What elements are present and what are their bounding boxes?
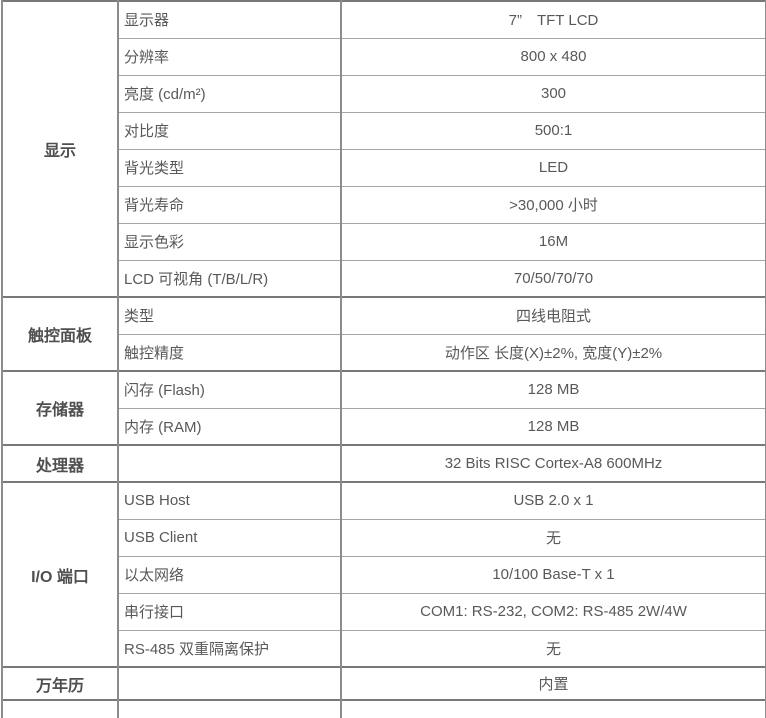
spec-label [117, 666, 342, 700]
category-cell-cutoff [1, 699, 119, 718]
spec-value: 四线电阻式 [340, 296, 766, 334]
spec-label: USB Host [117, 481, 342, 519]
spec-label: 分辨率 [117, 37, 342, 75]
spec-label: 背光寿命 [117, 185, 342, 223]
spec-value: 32 Bits RISC Cortex-A8 600MHz [340, 444, 766, 482]
table-row-cutoff [1, 699, 766, 718]
spec-value: COM1: RS-232, COM2: RS-485 2W/4W [340, 592, 766, 630]
spec-value: 128 MB [340, 407, 766, 445]
spec-value: 300 [340, 74, 766, 112]
spec-value: 70/50/70/70 [340, 259, 766, 297]
category-cell-touch-panel: 触控面板 [1, 296, 119, 371]
table-row: RS-485 双重隔离保护 无 [2, 629, 766, 667]
spec-value [340, 699, 766, 718]
spec-value: USB 2.0 x 1 [340, 481, 766, 519]
table-row: 内存 (RAM) 128 MB [2, 407, 766, 445]
table-row: 存储器 闪存 (Flash) 128 MB [1, 370, 766, 445]
spec-value: 7” TFT LCD [340, 1, 766, 38]
spec-label: 显示色彩 [117, 222, 342, 260]
table-row: 亮度 (cd/m²) 300 [2, 74, 766, 112]
spec-value: 动作区 长度(X)±2%, 宽度(Y)±2% [340, 333, 766, 371]
table-row: 万年历 内置 [1, 666, 766, 700]
table-row: 背光寿命 >30,000 小时 [2, 185, 766, 223]
spec-label: 内存 (RAM) [117, 407, 342, 445]
table-row: 显示色彩 16M [2, 222, 766, 260]
table-row: USB Client 无 [2, 518, 766, 556]
spec-label [117, 444, 342, 482]
spec-value: 500:1 [340, 111, 766, 149]
spec-label: 显示器 [117, 1, 342, 38]
table-row: 触控精度 动作区 长度(X)±2%, 宽度(Y)±2% [2, 333, 766, 371]
table-row: LCD 可视角 (T/B/L/R) 70/50/70/70 [2, 259, 766, 297]
table-row: 分辨率 800 x 480 [2, 37, 766, 75]
spec-label: 类型 [117, 296, 342, 334]
category-cell-display: 显示 [1, 1, 119, 297]
table-row: 串行接口 COM1: RS-232, COM2: RS-485 2W/4W [2, 592, 766, 630]
table-row: 以太网络 10/100 Base-T x 1 [2, 555, 766, 593]
spec-value: 无 [340, 518, 766, 556]
table-row: I/O 端口 USB Host USB 2.0 x 1 [1, 481, 766, 667]
spec-value: 无 [340, 629, 766, 667]
table-row: 显示 显示器 7” TFT LCD [1, 1, 766, 297]
spec-label: LCD 可视角 (T/B/L/R) [117, 259, 342, 297]
category-cell-processor: 处理器 [1, 444, 119, 482]
spec-label: USB Client [117, 518, 342, 556]
spec-label: 对比度 [117, 111, 342, 149]
spec-label [117, 699, 342, 718]
spec-label: 闪存 (Flash) [117, 370, 342, 408]
category-cell-io-ports: I/O 端口 [1, 481, 119, 667]
spec-label: 以太网络 [117, 555, 342, 593]
table-row: 触控面板 类型 四线电阻式 [1, 296, 766, 371]
spec-value: 16M [340, 222, 766, 260]
spec-value: 内置 [340, 666, 766, 700]
spec-value: 128 MB [340, 370, 766, 408]
spec-label: 背光类型 [117, 148, 342, 186]
spec-value: >30,000 小时 [340, 185, 766, 223]
table-row: 处理器 32 Bits RISC Cortex-A8 600MHz [1, 444, 766, 482]
spec-label: 触控精度 [117, 333, 342, 371]
category-cell-memory: 存储器 [1, 370, 119, 445]
spec-label: 亮度 (cd/m²) [117, 74, 342, 112]
spec-value: LED [340, 148, 766, 186]
category-cell-calendar: 万年历 [1, 666, 119, 700]
spec-value: 800 x 480 [340, 37, 766, 75]
spec-value: 10/100 Base-T x 1 [340, 555, 766, 593]
table-row: 对比度 500:1 [2, 111, 766, 149]
table-row: 背光类型 LED [2, 148, 766, 186]
spec-label: RS-485 双重隔离保护 [117, 629, 342, 667]
spec-label: 串行接口 [117, 592, 342, 630]
